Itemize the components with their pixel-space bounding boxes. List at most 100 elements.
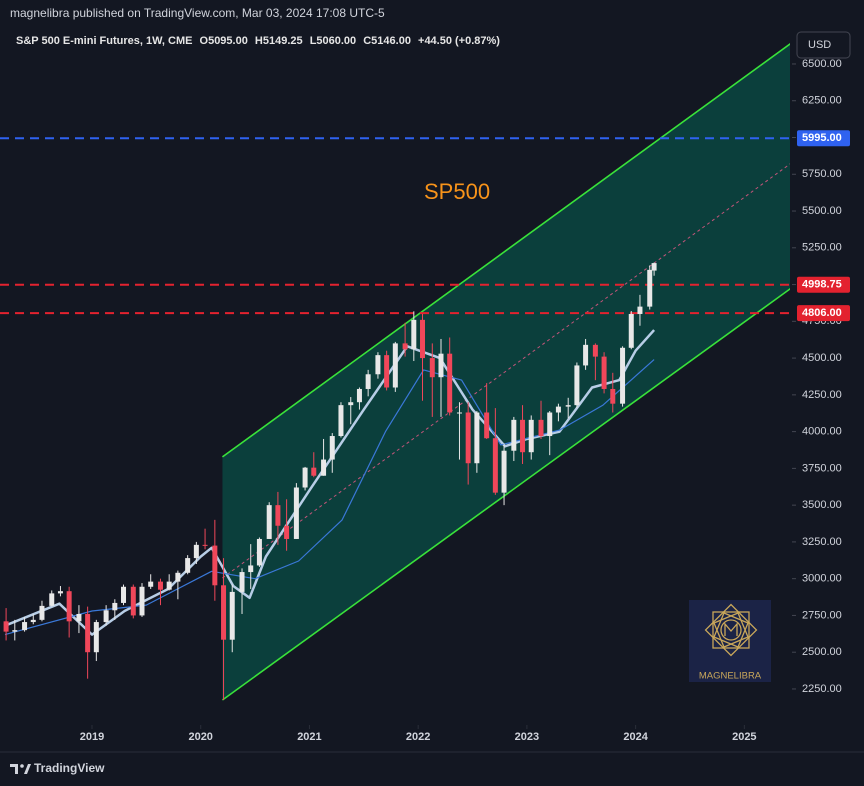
price-axis: 2250.00 2500.00 2750.00 3000.00 3250.00 3500.…: [792, 58, 850, 695]
level-label-box: [797, 305, 850, 322]
candle-body: [148, 581, 154, 587]
candle-body: [447, 353, 453, 413]
candle-body: [520, 419, 526, 453]
channel-lower: [221, 287, 790, 701]
candle-body: [628, 313, 634, 348]
level-label: 5995.00: [802, 132, 842, 144]
candle-body: [474, 412, 480, 464]
candle-body: [647, 269, 653, 307]
candle-body: [49, 593, 55, 606]
channel-upper: [221, 42, 790, 458]
y-tick-label: 3500.00: [802, 499, 842, 511]
candle-body: [338, 405, 344, 437]
candle-body: [103, 610, 109, 623]
logo-shape: [704, 603, 758, 657]
candle-body: [384, 355, 390, 388]
legend: S&P 500 E-mini Futures, 1W, CME O5095.00…: [16, 35, 500, 47]
y-tick-label: 3000.00: [802, 573, 842, 585]
channel-fill: [222, 43, 790, 700]
level-label: 4806.00: [802, 307, 842, 319]
candle-body: [651, 263, 657, 271]
candle-body: [57, 591, 63, 594]
legend-symbol: S&P 500 E-mini Futures, 1W, CME: [16, 35, 192, 47]
candle-body: [555, 406, 561, 413]
candle-body: [229, 591, 235, 640]
y-tick-label: 2500.00: [802, 646, 842, 658]
candle-body: [293, 487, 299, 539]
x-tick-label: 2020: [188, 731, 212, 743]
candle-body: [112, 602, 118, 611]
candle-body: [202, 544, 208, 546]
candle-body: [329, 436, 335, 460]
plot-area: [0, 42, 790, 701]
candle-body: [402, 343, 408, 350]
candle-body: [193, 544, 199, 559]
logo: MAGNELIBRA: [689, 600, 771, 682]
footer-icon: [20, 764, 24, 768]
candle-body: [484, 412, 490, 439]
candle-body: [511, 419, 517, 451]
candle-body: [39, 605, 45, 620]
candle-body: [185, 558, 191, 573]
candle-body: [275, 505, 281, 526]
candle-body: [438, 353, 444, 378]
candle-body: [302, 467, 308, 488]
candle-body: [22, 622, 28, 631]
logo-shape: [720, 619, 742, 641]
currency-label[interactable]: USD: [808, 39, 831, 51]
level-label: 4998.75: [802, 279, 842, 291]
logo-shape: [713, 612, 749, 648]
y-tick-label: 4500.00: [802, 352, 842, 364]
legend-change: +44.50 (+0.87%): [418, 35, 500, 47]
x-tick-label: 2025: [732, 731, 756, 743]
candle-body: [93, 622, 99, 653]
candle-body: [620, 347, 626, 404]
logo-shape: [724, 622, 738, 636]
candle-body: [601, 356, 607, 389]
candle-body: [583, 344, 589, 366]
level-label-box: [797, 276, 850, 293]
x-tick-label: 2019: [80, 731, 104, 743]
candle-body: [30, 619, 36, 623]
candle-body: [85, 613, 91, 653]
x-tick-label: 2021: [297, 731, 321, 743]
annotation: SP500: [424, 179, 490, 204]
legend-high: H5149.25: [255, 35, 303, 47]
candle-body: [465, 412, 471, 464]
footer-icon: [24, 764, 31, 774]
candle-body: [66, 591, 72, 622]
footer-icon: [10, 764, 18, 774]
logo-shape: [712, 611, 750, 649]
legend-close: C5146.00: [363, 35, 411, 47]
candle-body: [348, 402, 354, 406]
legend-low: L5060.00: [310, 35, 356, 47]
candle-body: [365, 374, 371, 389]
y-tick-label: 5250.00: [802, 242, 842, 254]
currency-button[interactable]: [796, 31, 851, 59]
y-tick-label: 3750.00: [802, 462, 842, 474]
candle-body: [492, 438, 498, 493]
logo-box: [689, 600, 771, 682]
candle-body: [610, 388, 616, 404]
candle-body: [411, 319, 417, 350]
y-tick-label: 5750.00: [802, 168, 842, 180]
y-tick-label: 6250.00: [802, 95, 842, 107]
candle-body: [456, 412, 462, 414]
candle-body: [256, 538, 262, 566]
x-tick-label: 2024: [623, 731, 648, 743]
candle-body: [528, 419, 534, 453]
y-tick-label: 4250.00: [802, 389, 842, 401]
y-tick-label: 3250.00: [802, 536, 842, 548]
candle-body: [538, 419, 544, 437]
y-tick-label: 5500.00: [802, 205, 842, 217]
moving-average: [4, 329, 656, 636]
candle-body: [392, 343, 398, 388]
candle-body: [3, 621, 9, 632]
candle-body: [574, 365, 580, 406]
candle-body: [248, 565, 254, 573]
candle-body: [375, 355, 381, 375]
logo-text: MAGNELIBRA: [699, 671, 762, 682]
x-tick-label: 2023: [515, 731, 539, 743]
y-tick-label: 6500.00: [802, 58, 842, 70]
